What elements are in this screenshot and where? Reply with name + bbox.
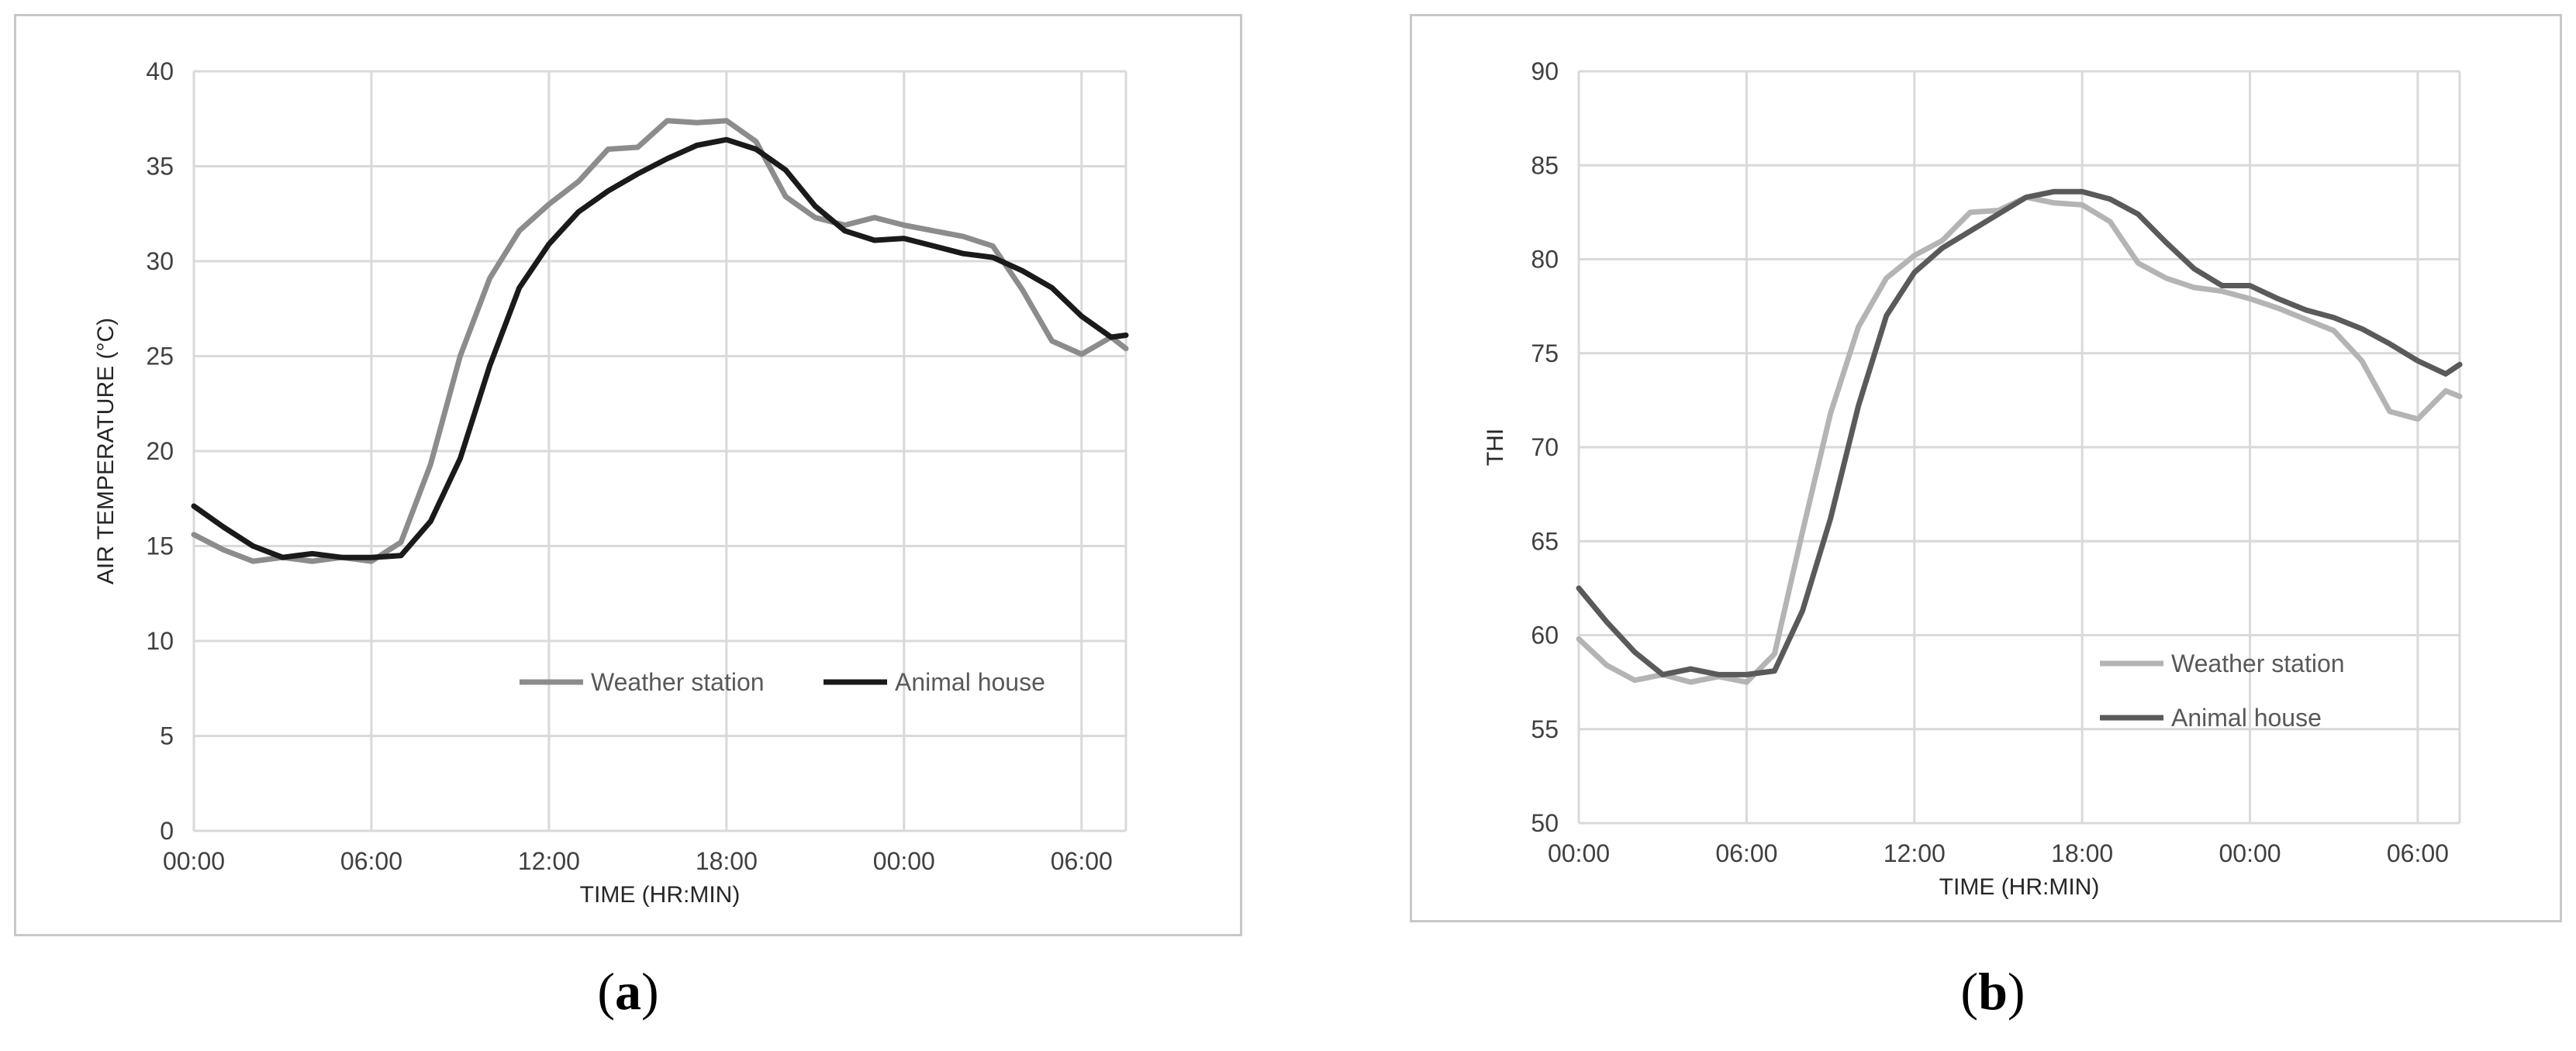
chart-panel-b: 50 55 60 65 70 75 80 85 90 00:00 06:00 12:00 18:00 00… [1410,14,2562,922]
y-axis-label: AIR TEMPERATURE (°C) [93,318,119,584]
y-tick-label: 15 [146,532,174,560]
legend-entry: Animal house [895,668,1045,696]
y-tick-label: 65 [1531,527,1559,555]
y-tick-label: 0 [160,817,174,845]
y-axis-label: THI [1483,429,1508,466]
y-tick-label: 90 [1531,57,1559,85]
y-tick-label: 75 [1531,339,1559,367]
y-tick-label: 25 [146,343,174,370]
chart-b-svg: 50 55 60 65 70 75 80 85 90 00:00 06:00 12:00 18:00 00… [1410,14,2562,922]
legend-entry: Animal house [2171,704,2322,732]
caption-b: (b) [1960,962,2025,1021]
x-tick-label: 06:00 [2387,839,2449,867]
legend-entry: Weather station [591,668,765,696]
caption-a: (a) [597,962,659,1021]
y-tick-label: 60 [1531,622,1559,650]
x-axis-label: TIME (HR:MIN) [1939,874,2100,900]
y-tick-label: 50 [1531,809,1559,837]
chart-a-svg: 0 5 10 15 20 25 30 35 40 00:00 06:00 12:00 18:00 00:0… [14,14,1242,936]
y-tick-label: 10 [146,627,174,655]
y-tick-label: 30 [146,247,174,275]
x-tick-label: 18:00 [2051,839,2113,867]
x-tick-label: 06:00 [340,847,402,875]
chart-frame [1410,14,2562,922]
x-tick-label: 00:00 [1548,839,1610,867]
x-tick-label: 00:00 [2219,839,2281,867]
y-tick-label: 70 [1531,433,1559,461]
y-tick-label: 55 [1531,715,1559,743]
x-tick-label: 06:00 [1715,839,1777,867]
caption-a-letter: a [615,962,641,1021]
caption-b-letter: b [1978,962,2008,1021]
y-tick-label: 35 [146,153,174,181]
series-line-animal-house [191,136,1129,560]
chart-frame [14,14,1242,936]
series-line-animal-house [1576,188,2463,677]
x-tick-label: 00:00 [873,847,935,875]
y-tick-label: 85 [1531,151,1559,179]
legend-entry: Weather station [2171,650,2345,677]
x-tick-label: 18:00 [696,847,758,875]
x-tick-label: 12:00 [518,847,580,875]
y-tick-label: 80 [1531,246,1559,274]
x-tick-label: 06:00 [1051,847,1113,875]
x-tick-label: 00:00 [163,847,225,875]
y-tick-label: 5 [160,722,174,750]
y-tick-label: 20 [146,437,174,465]
chart-panel-a: 0 5 10 15 20 25 30 35 40 00:00 06:00 12:00 18:00 00:0… [14,14,1242,936]
x-axis-label: TIME (HR:MIN) [580,882,741,908]
y-tick-label: 40 [146,57,174,85]
x-tick-label: 12:00 [1884,839,1946,867]
